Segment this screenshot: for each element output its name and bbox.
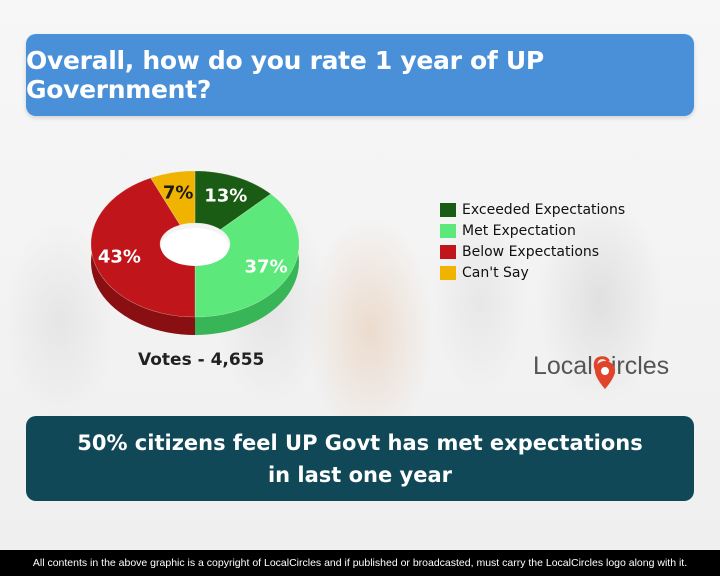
summary-line-1: 50% citizens feel UP Govt has met expect… bbox=[77, 430, 643, 455]
donut-chart: 13% 37% 43% 7% bbox=[90, 170, 300, 335]
data-label-cant-say: 7% bbox=[163, 183, 194, 204]
logo-text-ircles: ircles bbox=[610, 352, 670, 380]
donut-hole bbox=[161, 228, 229, 266]
legend-swatch-below bbox=[440, 244, 456, 259]
slice-side-below bbox=[91, 177, 195, 335]
slice-met bbox=[194, 193, 300, 318]
legend-label-cant-say: Can't Say bbox=[462, 264, 529, 281]
summary-banner: 50% citizens feel UP Govt has met expect… bbox=[26, 416, 694, 501]
summary-line-2: in last one year bbox=[267, 462, 453, 487]
poll-question: Overall, how do you rate 1 year of UP Go… bbox=[26, 46, 544, 104]
title-banner: Overall, how do you rate 1 year of UP Go… bbox=[26, 34, 694, 116]
legend-label-below: Below Expectations bbox=[462, 243, 600, 260]
votes-count: Votes - 4,655 bbox=[138, 350, 265, 370]
data-label-met: 37% bbox=[245, 256, 288, 277]
legend-item-cant-say: Can't Say bbox=[440, 262, 625, 283]
legend-item-below: Below Expectations bbox=[440, 241, 625, 262]
slice-exceeded bbox=[194, 170, 272, 230]
localcircles-logo: LocalCircles bbox=[533, 352, 669, 381]
chart-legend: Exceeded Expectations Met Expectation Be… bbox=[440, 199, 625, 283]
copyright-footer: All contents in the above graphic is a c… bbox=[0, 550, 720, 576]
legend-label-exceeded: Exceeded Expectations bbox=[462, 201, 626, 218]
data-label-exceeded: 13% bbox=[204, 186, 247, 207]
data-label-below: 43% bbox=[98, 247, 141, 268]
slice-side-met bbox=[195, 194, 299, 335]
legend-item-exceeded: Exceeded Expectations bbox=[440, 199, 625, 220]
legend-item-met: Met Expectation bbox=[440, 220, 625, 241]
logo-text-local: Local bbox=[533, 352, 593, 380]
location-pin-icon bbox=[595, 361, 615, 389]
copyright-text: All contents in the above graphic is a c… bbox=[32, 557, 688, 569]
legend-label-met: Met Expectation bbox=[462, 222, 576, 239]
legend-swatch-cant-say bbox=[440, 265, 456, 280]
legend-swatch-met bbox=[440, 223, 456, 238]
legend-swatch-exceeded bbox=[440, 202, 456, 217]
slice-cant-say bbox=[150, 170, 196, 226]
